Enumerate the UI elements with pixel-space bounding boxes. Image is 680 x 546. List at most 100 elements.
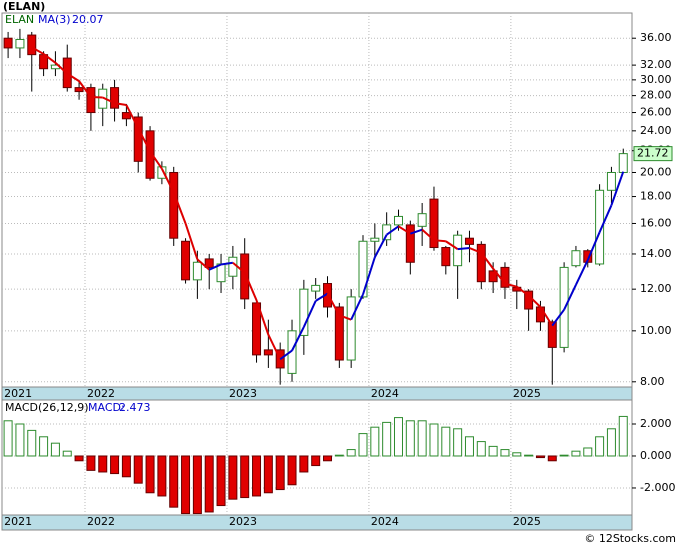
ma-segment (302, 300, 317, 328)
candle-body (299, 288, 309, 336)
x-tick-label: 2023 (229, 387, 257, 400)
macd-bar (453, 428, 463, 457)
candle-body (228, 256, 238, 277)
x-tick-label: 2021 (4, 387, 32, 400)
ma-segment (551, 309, 565, 327)
ma-segment (279, 349, 293, 361)
macd-bar (299, 455, 309, 473)
y-tick-label: 18.00 (640, 190, 672, 203)
y-tick-label: -2.000 (640, 481, 675, 494)
candle-body (346, 296, 356, 361)
candle-body (441, 247, 451, 267)
macd-bar (275, 455, 285, 491)
ma-segment (527, 294, 542, 308)
y-tick-label: 26.00 (640, 106, 672, 119)
macd-bar (441, 426, 451, 457)
macd-bar (192, 455, 202, 515)
x-tick-label: 2024 (371, 515, 399, 528)
candle-body (74, 87, 84, 93)
macd-bar (157, 455, 167, 497)
ma-segment (469, 247, 482, 254)
ma-segment (208, 263, 222, 271)
ma-segment (457, 247, 470, 251)
x-tick-label: 2022 (87, 387, 115, 400)
candle-body (192, 261, 202, 281)
macd-bar (464, 436, 474, 457)
candle-body (405, 224, 415, 263)
legend-ma: MA(3) (38, 13, 71, 26)
macd-bar (86, 455, 96, 471)
candle-body (157, 166, 167, 179)
macd-bar (606, 428, 616, 457)
candle-body (3, 37, 13, 49)
candle-body (121, 112, 131, 120)
ma-segment (114, 102, 127, 107)
candle-body (535, 306, 545, 323)
ma-segment (421, 228, 435, 241)
ma-segment (232, 262, 246, 274)
y-tick-label: 10.00 (640, 324, 672, 337)
x-axis-band (1, 514, 633, 531)
price-tag (633, 146, 673, 162)
candle-body (547, 321, 557, 348)
candle-body (464, 237, 474, 245)
y-tick-label: 30.00 (640, 73, 672, 86)
candle-body (429, 198, 439, 249)
candle-body (311, 284, 321, 292)
ma-segment (362, 256, 376, 295)
macd-bar (133, 455, 143, 484)
y-tick-label: 14.00 (640, 247, 672, 260)
legend-ma-value: 20.07 (72, 13, 104, 26)
macd-bar (121, 455, 131, 478)
macd-bar (50, 442, 60, 457)
y-tick-label: 2.000 (640, 417, 672, 430)
copyright: © 12Stocks.com (584, 532, 676, 545)
macd-bar (547, 455, 557, 462)
ma-segment (31, 46, 45, 55)
x-tick-label: 2021 (4, 515, 32, 528)
candle-body (15, 38, 25, 49)
macd-bar (618, 415, 628, 457)
macd-bar (512, 452, 522, 457)
macd-bar (393, 417, 403, 457)
macd-bar (252, 455, 262, 497)
legend-symbol: ELAN (5, 13, 34, 26)
y-tick-label: 0.000 (640, 449, 672, 462)
x-tick-label: 2024 (371, 387, 399, 400)
x-tick-label: 2023 (229, 515, 257, 528)
macd-bar (323, 455, 333, 462)
ma-segment (373, 234, 388, 258)
macd-bar (382, 421, 392, 457)
ma-segment (386, 225, 400, 236)
page-title: (ELAN) (3, 0, 45, 13)
ma-segment (255, 299, 270, 336)
macd-bar (216, 455, 226, 507)
y-tick-label: 8.00 (640, 375, 665, 388)
y-tick-label: 32.00 (640, 58, 672, 71)
candle-body (595, 189, 605, 265)
macd-bar (27, 429, 37, 457)
ma-segment (184, 223, 199, 260)
macd-bar (358, 433, 368, 457)
ma-segment (78, 80, 92, 98)
ma-segment (563, 284, 577, 311)
ma-segment (575, 259, 589, 286)
candle-body (571, 250, 581, 267)
y-tick-label: 20.00 (640, 165, 672, 178)
price-panel (1, 12, 633, 388)
macd-bar (370, 426, 380, 457)
macd-bar (74, 455, 84, 462)
macd-bar (169, 455, 179, 508)
ma-segment (66, 72, 80, 82)
candle-body (453, 234, 463, 267)
ma-segment (409, 228, 423, 235)
ma-segment (54, 62, 68, 75)
candle-body (145, 130, 155, 179)
candle-body (488, 270, 498, 283)
candle-body (263, 349, 273, 356)
macd-bar (583, 447, 593, 457)
ma-segment (480, 252, 494, 270)
ma-segment (137, 127, 151, 152)
macd-bar (311, 455, 321, 467)
